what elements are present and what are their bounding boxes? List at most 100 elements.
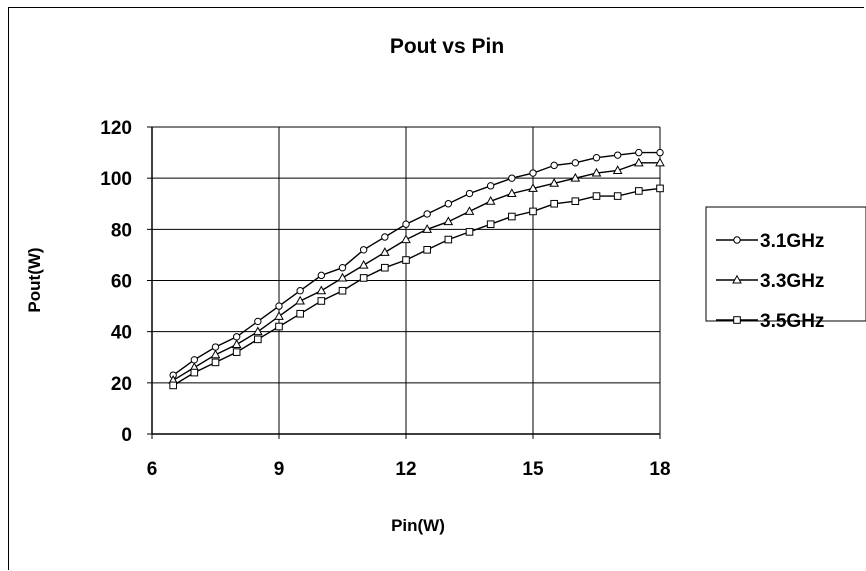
triangle-marker — [591, 167, 602, 177]
circle-marker — [733, 236, 741, 244]
square-marker — [275, 322, 283, 331]
triangle-marker — [358, 259, 369, 269]
y-tick-labels: 0 20 40 60 80 100 120 — [100, 118, 132, 446]
x-tick-label: 6 — [147, 459, 158, 480]
triangle-marker — [464, 206, 475, 215]
triangle-marker — [316, 285, 327, 295]
square-marker — [359, 274, 368, 282]
x-tick-labels: 6 9 12 15 18 — [147, 459, 671, 480]
circle-marker — [381, 233, 389, 241]
square-marker — [592, 192, 601, 200]
square-marker — [211, 358, 220, 367]
square-marker — [508, 212, 516, 221]
x-tick-label: 18 — [649, 459, 670, 480]
circle-marker — [254, 317, 262, 326]
circle-marker — [338, 264, 347, 272]
circle-marker — [486, 182, 495, 190]
square-marker — [529, 207, 537, 216]
circle-marker — [402, 220, 410, 228]
square-marker — [635, 187, 643, 195]
square-marker — [656, 184, 664, 193]
y-tick-label: 100 — [100, 169, 132, 190]
triangle-marker — [528, 183, 538, 192]
circle-marker — [359, 246, 368, 254]
triangle-marker — [295, 295, 306, 305]
circle-marker — [465, 189, 474, 198]
legend: 3.1GHz 3.3GHz 3.5GHz — [705, 206, 866, 332]
circle-marker — [211, 343, 220, 351]
series-3.5GHz — [169, 184, 664, 390]
square-marker — [402, 256, 410, 264]
chart-title: Pout vs Pin — [390, 35, 504, 58]
x-tick-label: 12 — [395, 459, 416, 480]
triangle-marker — [210, 349, 221, 359]
square-marker — [169, 381, 177, 390]
y-tick-label: 80 — [111, 220, 132, 241]
triangle-marker — [422, 224, 433, 233]
circle-marker — [508, 174, 516, 182]
y-tick-label: 40 — [111, 323, 132, 344]
x-tick-label: 15 — [522, 459, 544, 480]
legend-label: 3.5GHz — [760, 311, 824, 332]
triangle-marker — [274, 311, 284, 320]
triangle-marker — [485, 195, 496, 205]
triangle-marker — [732, 274, 742, 284]
legend-item: 3.5GHz — [716, 311, 824, 332]
series-3.3GHz — [168, 157, 665, 384]
y-tick-label: 60 — [111, 272, 132, 293]
legend-label: 3.3GHz — [760, 271, 824, 292]
circle-marker — [550, 161, 558, 170]
triangle-marker — [612, 165, 623, 174]
legend-item: 3.3GHz — [716, 271, 824, 292]
triangle-marker — [633, 157, 644, 167]
circle-marker — [317, 271, 326, 280]
square-marker — [254, 335, 262, 344]
legend-box — [705, 206, 866, 322]
square-marker — [465, 228, 474, 236]
y-tick-label: 0 — [121, 425, 132, 446]
square-marker — [613, 192, 622, 200]
y-tick-label: 120 — [100, 118, 132, 139]
circle-marker — [635, 148, 643, 157]
triangle-marker — [337, 272, 348, 282]
square-marker — [190, 368, 199, 377]
circle-marker — [232, 333, 241, 341]
x-axis-label: Pin(W) — [391, 516, 445, 535]
square-marker — [317, 297, 326, 305]
y-tick-label: 20 — [111, 374, 132, 395]
triangle-marker — [401, 234, 411, 244]
axes — [147, 126, 661, 439]
triangle-marker — [655, 157, 665, 167]
legend-label: 3.1GHz — [760, 231, 824, 252]
square-marker — [381, 263, 389, 272]
series-line — [172, 151, 660, 376]
series-3.1GHz — [169, 148, 664, 379]
circle-marker — [275, 302, 283, 310]
x-tick-label: 9 — [274, 459, 285, 480]
square-marker — [571, 197, 580, 205]
circle-marker — [571, 159, 580, 167]
circle-marker — [592, 154, 601, 162]
triangle-marker — [570, 172, 581, 182]
series-line — [172, 187, 661, 386]
triangle-marker — [252, 326, 263, 336]
square-marker — [733, 316, 741, 324]
circle-marker — [190, 356, 199, 364]
grid — [152, 126, 661, 434]
series-group — [168, 148, 665, 390]
circle-marker — [423, 210, 431, 218]
square-marker — [444, 235, 453, 244]
square-marker — [232, 348, 241, 356]
triangle-marker — [506, 188, 517, 198]
square-marker — [423, 246, 431, 254]
square-marker — [296, 309, 304, 318]
square-marker — [338, 286, 347, 295]
triangle-marker — [549, 178, 560, 187]
triangle-marker — [443, 216, 454, 226]
circle-marker — [444, 200, 453, 208]
legend-item: 3.1GHz — [716, 231, 824, 252]
square-marker — [550, 199, 558, 208]
triangle-marker — [231, 339, 242, 348]
circle-marker — [296, 287, 304, 295]
